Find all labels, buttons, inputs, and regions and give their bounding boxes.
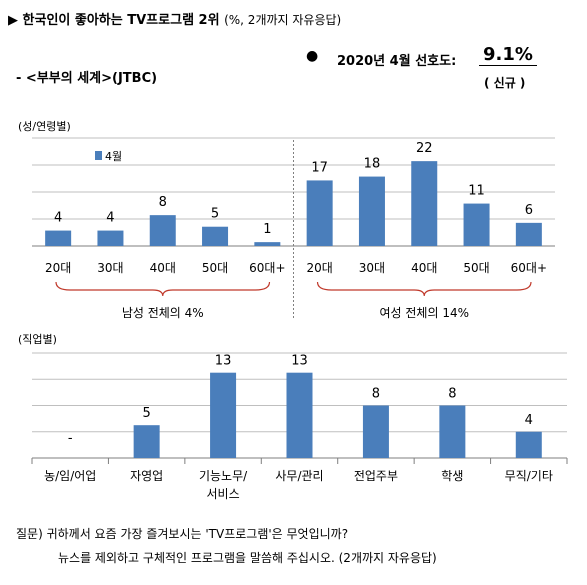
data-label: 11 [468, 184, 485, 199]
bar [149, 215, 176, 246]
preference-new-badge: ( 신규 ) [484, 76, 526, 90]
bar [515, 222, 542, 246]
bar [362, 405, 389, 458]
x-tick-label: 자영업 [130, 469, 163, 483]
data-label: 22 [416, 141, 433, 156]
section-label-age: (성/연령별) [18, 120, 71, 133]
x-tick-label: 50대 [463, 261, 489, 275]
preference-value: 9.1% [479, 44, 537, 66]
x-tick-label: 30대 [359, 261, 385, 275]
bar [45, 230, 72, 246]
x-tick-label: 사무/관리 [275, 469, 323, 483]
survey-question: 질문) 귀하께서 요즘 가장 즐겨보시는 'TV프로그램'은 무엇입니까? [16, 527, 349, 541]
x-tick-label: 50대 [202, 261, 228, 275]
bar [210, 372, 237, 458]
data-label: 17 [311, 160, 328, 175]
group-bracket [316, 281, 532, 297]
group-label: 남성 전체의 4% [122, 306, 204, 320]
bar [133, 425, 160, 458]
bar [358, 176, 385, 246]
bullet-icon: ● [306, 48, 319, 64]
data-label: 13 [215, 354, 232, 369]
x-tick-label: 30대 [97, 261, 123, 275]
title-sub: (%, 2개까지 자유응답) [224, 13, 342, 27]
data-label: 5 [143, 406, 151, 421]
x-tick-label: 농/임/어업 [44, 469, 96, 483]
x-tick-label: 전업주부 [354, 469, 398, 483]
preference-label: 2020년 4월 선호도: [337, 54, 457, 69]
bar [202, 226, 229, 246]
group-label: 여성 전체의 14% [379, 306, 469, 320]
data-label: 4 [106, 211, 114, 226]
data-label: 1 [263, 222, 271, 237]
data-label: 4 [525, 413, 533, 428]
bar [411, 161, 438, 246]
data-label: 8 [159, 195, 167, 210]
data-label: - [68, 431, 73, 446]
chart-title: ▶ 한국인이 좋아하는 TV프로그램 2위 (%, 2개까지 자유응답) [8, 9, 341, 28]
bar [254, 242, 281, 246]
section-label-occupation: (직업별) [18, 333, 57, 346]
x-tick-label: 20대 [306, 261, 332, 275]
legend-swatch [95, 151, 102, 160]
data-label: 8 [448, 387, 456, 402]
x-tick-label: 기능노무/ [199, 469, 248, 483]
bar [286, 372, 313, 458]
x-tick-label: 40대 [150, 261, 176, 275]
bar [515, 431, 542, 458]
x-tick-label: 학생 [441, 469, 463, 483]
x-tick-label: 60대+ [249, 261, 285, 275]
data-label: 4 [54, 211, 62, 226]
x-tick-label: 서비스 [207, 487, 240, 501]
x-tick-label: 40대 [411, 261, 437, 275]
data-label: 6 [525, 203, 533, 218]
x-tick-label: 무직/기타 [505, 469, 553, 483]
title-main: ▶ 한국인이 좋아하는 TV프로그램 2위 [8, 13, 220, 28]
data-label: 8 [372, 387, 380, 402]
program-name: - <부부의 세계>(JTBC) [16, 71, 158, 86]
bar [439, 405, 466, 458]
survey-question-detail: 뉴스를 제외하고 구체적인 프로그램을 말씀해 주십시오. (2개까지 자유응답… [58, 551, 437, 565]
bar [463, 203, 490, 246]
x-tick-label: 20대 [45, 261, 71, 275]
group-bracket [55, 281, 271, 297]
data-label: 5 [211, 207, 219, 222]
legend-label: 4월 [105, 150, 122, 163]
x-tick-label: 60대+ [511, 261, 547, 275]
data-label: 18 [364, 157, 381, 172]
bar [97, 230, 124, 246]
data-label: 13 [291, 354, 308, 369]
bar [306, 180, 333, 246]
